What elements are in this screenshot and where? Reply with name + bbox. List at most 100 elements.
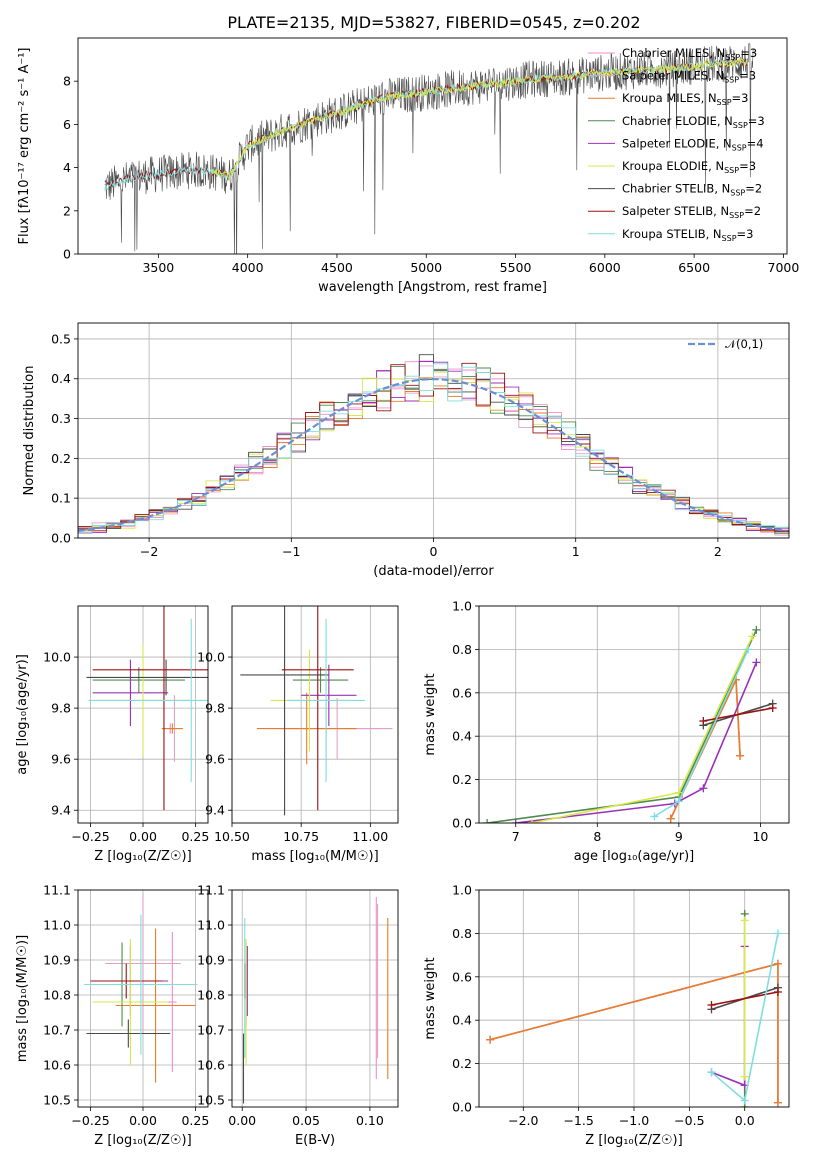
x-tick-label: −0.25 bbox=[71, 1113, 109, 1128]
z-weight-axes: −2.0 −1.5 −1.0 −0.5 0.0 0.0 0.2 0.4 0.6 0.8 1.0 bbox=[452, 883, 755, 1129]
y-tick-label: 0.8 bbox=[452, 926, 472, 941]
errorbar-point bbox=[281, 606, 354, 811]
weight-marker bbox=[674, 797, 683, 806]
y-axis-label: mass weight bbox=[423, 957, 438, 1039]
y-tick-label: 0.3 bbox=[51, 411, 71, 426]
errorbar-point bbox=[88, 618, 208, 783]
y-tick-label: 10.7 bbox=[43, 1023, 71, 1038]
legend-entry: Kroupa ELODIE, NSSP=3 bbox=[622, 159, 756, 175]
x-axis-label: (data-model)/error bbox=[373, 564, 494, 579]
x-tick-label: 7 bbox=[512, 829, 520, 844]
weight-marker bbox=[768, 703, 777, 712]
weight-marker bbox=[674, 788, 683, 797]
x-tick-label: −1.0 bbox=[619, 1113, 649, 1128]
residuals-axes: −2 −1 0 1 2 0.0 0.1 0.2 0.3 0.4 0.5 bbox=[51, 331, 722, 559]
y-tick-label: 10.6 bbox=[197, 1058, 225, 1073]
weight-marker bbox=[773, 987, 782, 996]
x-tick-label: 6500 bbox=[678, 260, 710, 275]
y-tick-label: 9.6 bbox=[205, 752, 225, 767]
y-tick-label: 2 bbox=[63, 203, 71, 218]
histogram-step bbox=[78, 362, 789, 533]
spectrum-line bbox=[104, 43, 754, 254]
weight-marker bbox=[486, 1035, 495, 1044]
ebv-mass-panel: 0.00 0.05 0.10 10.5 10.6 10.7 10.8 10.9 11.0 11.1… bbox=[197, 883, 399, 1148]
x-tick-label: 0.00 bbox=[129, 1113, 157, 1128]
errorbar-point bbox=[92, 659, 169, 726]
x-tick-label: 3500 bbox=[142, 260, 174, 275]
weight-line bbox=[515, 662, 758, 823]
spectrum-line bbox=[211, 57, 749, 181]
weight-marker bbox=[699, 784, 708, 793]
spectrum-line bbox=[104, 58, 749, 191]
y-axis-label: Normed distribution bbox=[22, 366, 37, 496]
x-tick-label: 10.50 bbox=[214, 829, 250, 844]
y-tick-label: 10.8 bbox=[43, 988, 71, 1003]
errorbar-point bbox=[287, 618, 365, 783]
histogram-step bbox=[78, 354, 789, 532]
x-tick-label: 0.0 bbox=[735, 1113, 755, 1128]
y-tick-label: 1.0 bbox=[452, 599, 472, 614]
x-tick-label: 0 bbox=[430, 544, 438, 559]
y-tick-label: 1.0 bbox=[452, 883, 472, 898]
residuals-panel: −2 −1 0 1 2 0.0 0.1 0.2 0.3 0.4 0.5 (data-model)/er… bbox=[22, 322, 790, 579]
x-axis-label: Z [log₁₀(Z/Z☉)] bbox=[585, 1133, 682, 1148]
errorbar-point bbox=[86, 1019, 171, 1048]
x-tick-label: 6000 bbox=[589, 260, 621, 275]
x-axis-label: age [log₁₀(age/yr)] bbox=[574, 849, 695, 864]
y-tick-label: 11.0 bbox=[43, 918, 71, 933]
histogram-step bbox=[78, 363, 789, 534]
ebv-mass-plot bbox=[242, 897, 389, 1104]
errorbar-point bbox=[92, 939, 169, 1065]
z-age-plot bbox=[86, 606, 208, 811]
weight-line bbox=[711, 991, 779, 1006]
x-tick-label: 2 bbox=[714, 544, 722, 559]
y-tick-label: 11.1 bbox=[43, 883, 71, 898]
legend-entry: Kroupa STELIB, NSSP=3 bbox=[622, 227, 753, 243]
errorbar-point bbox=[292, 667, 349, 693]
weight-marker bbox=[736, 751, 745, 760]
x-tick-label: 5500 bbox=[500, 260, 532, 275]
weight-marker bbox=[707, 1001, 716, 1010]
mass-age-axes: 10.50 10.75 11.00 9.4 9.6 9.8 10.0 bbox=[197, 650, 388, 844]
y-tick-label: 0 bbox=[63, 247, 71, 262]
legend-entry: Chabrier MILES, NSSP=3 bbox=[622, 46, 757, 62]
y-tick-label: 9.8 bbox=[205, 701, 225, 716]
y-tick-label: 0.2 bbox=[452, 772, 472, 787]
y-tick-label: 10.9 bbox=[197, 953, 225, 968]
spectrum-panel: 3500 4000 4500 5000 5500 6000 6500 7000 0 2 4 6 8 wav… bbox=[17, 37, 799, 295]
legend-entry: Salpeter ELODIE, NSSP=4 bbox=[622, 136, 764, 152]
errorbar-point bbox=[105, 893, 181, 1034]
y-tick-label: 0.6 bbox=[452, 685, 472, 700]
weight-marker bbox=[650, 812, 659, 821]
legend-entry: Chabrier STELIB, NSSP=2 bbox=[622, 182, 762, 198]
x-tick-label: −2.0 bbox=[508, 1113, 538, 1128]
x-tick-label: 10.75 bbox=[283, 829, 319, 844]
y-tick-label: 11.0 bbox=[197, 918, 225, 933]
y-tick-label: 9.6 bbox=[51, 752, 71, 767]
weight-marker bbox=[511, 819, 520, 823]
legend-entry: Chabrier ELODIE, NSSP=3 bbox=[622, 114, 765, 130]
x-tick-label: 0.05 bbox=[292, 1113, 320, 1128]
errorbar-point bbox=[115, 928, 196, 1083]
ebv-mass-axes: 0.00 0.05 0.10 10.5 10.6 10.7 10.8 10.9 11.0 11.1 bbox=[197, 883, 384, 1129]
legend-entry: 𝒩(0,1) bbox=[725, 337, 763, 351]
legend-entry: Kroupa MILES, NSSP=3 bbox=[622, 91, 748, 107]
z-weight-panel: −2.0 −1.5 −1.0 −0.5 0.0 0.0 0.2 0.4 0.6 0.8 1.0 Z [… bbox=[423, 883, 790, 1148]
y-tick-label: 0.0 bbox=[452, 816, 472, 831]
y-tick-label: 9.4 bbox=[51, 803, 71, 818]
x-tick-label: 4000 bbox=[232, 260, 264, 275]
weight-marker bbox=[740, 916, 749, 925]
errorbar-point bbox=[240, 606, 329, 816]
y-tick-label: 0.4 bbox=[452, 729, 472, 744]
x-axis-label: Z [log₁₀(Z/Z☉)] bbox=[94, 849, 191, 864]
spectrum-plot bbox=[104, 43, 754, 254]
weight-marker bbox=[740, 1096, 749, 1105]
y-tick-label: 0.0 bbox=[51, 531, 71, 546]
x-tick-label: 8 bbox=[593, 829, 601, 844]
errorbar-point bbox=[168, 932, 177, 1072]
x-tick-label: 9 bbox=[675, 829, 683, 844]
weight-line bbox=[703, 707, 773, 722]
x-tick-label: 0.10 bbox=[356, 1113, 384, 1128]
x-axis-label: E(B-V) bbox=[295, 1133, 335, 1148]
y-tick-label: 11.1 bbox=[197, 883, 225, 898]
